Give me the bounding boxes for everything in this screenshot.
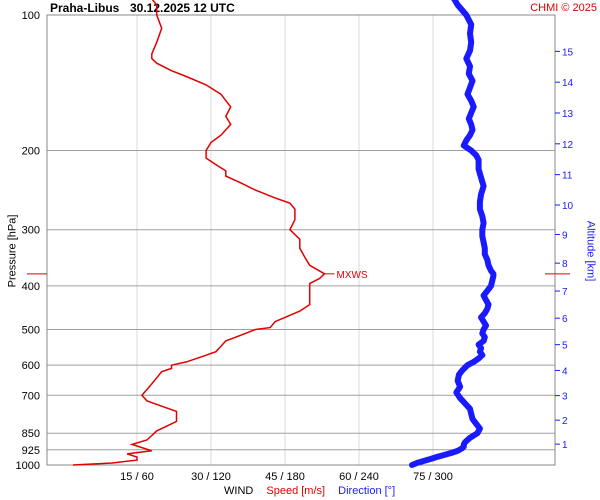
bottom-axis-titles: WIND Speed [m/s] Direction [°] [224, 485, 395, 497]
pressure-tick-label: 600 [22, 360, 40, 372]
pressure-tick-label: 700 [22, 390, 40, 402]
altitude-tick-label: 10 [562, 201, 574, 212]
pressure-tick-label: 850 [22, 428, 40, 440]
x-tick-label: 30 / 120 [191, 471, 231, 483]
plot-frame [46, 14, 556, 466]
speed-series-line [72, 0, 326, 466]
x-tick-label: 60 / 240 [339, 471, 379, 483]
mxws-marker: MXWS [27, 270, 570, 281]
altitude-axis-title: Altitude [km] [584, 220, 597, 282]
speed-axis-title: Speed [m/s] [266, 485, 326, 497]
mxws-label: MXWS [336, 270, 367, 281]
station-name: Praha-Libus [50, 1, 120, 15]
altitude-tick-label: 12 [562, 140, 574, 151]
altitude-tick-label: 11 [562, 171, 573, 182]
altitude-tick-label: 7 [562, 287, 568, 298]
altitude-tick-label: 13 [562, 109, 574, 120]
pressure-axis-title: Pressure [hPa] [6, 214, 19, 288]
pressure-gridlines [47, 14, 555, 466]
altitude-tick-label: 6 [562, 314, 568, 325]
direction-axis-title: Direction [°] [338, 485, 396, 497]
pressure-tick-label: 400 [22, 281, 40, 293]
x-tick-label: 45 / 180 [265, 471, 305, 483]
pressure-tick-label: 1000 [16, 460, 40, 472]
x-tick-label: 75 / 300 [413, 471, 453, 483]
pressure-tick-label: 100 [22, 10, 40, 22]
altitude-tick-label: 15 [562, 47, 574, 58]
pressure-tick-label: 500 [22, 325, 40, 337]
vertical-gridlines [136, 15, 434, 465]
wind-title: WIND [224, 485, 254, 497]
altitude-tick-label: 9 [562, 230, 568, 241]
altitude-tick-label: 2 [562, 416, 568, 427]
pressure-tick-label: 300 [22, 225, 40, 237]
x-tick-label: 15 / 60 [120, 471, 154, 483]
direction-series-line [409, 0, 497, 468]
altitude-tick-label: 5 [562, 341, 568, 352]
pressure-tick-labels: 100 200 300 400 500 600 700 850 925 1000 [16, 10, 40, 472]
altitude-tick-label: 1 [562, 440, 568, 451]
altitude-tick-label: 3 [562, 392, 568, 403]
altitude-tick-label: 4 [562, 366, 568, 377]
altitude-tick-label: 14 [562, 78, 574, 89]
altitude-tick-label: 8 [562, 259, 568, 270]
x-tick-labels: 15 / 60 30 / 120 45 / 180 60 / 240 75 / 300 [120, 471, 453, 483]
credit-label: CHMI © 2025 [530, 2, 597, 14]
pressure-tick-label: 925 [22, 445, 40, 457]
pressure-tick-label: 200 [22, 145, 40, 157]
